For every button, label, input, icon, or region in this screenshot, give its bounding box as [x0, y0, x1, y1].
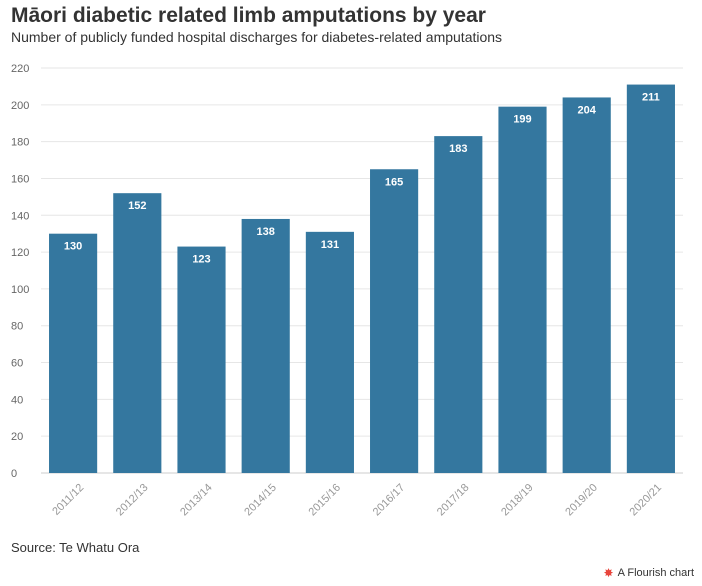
flourish-star-icon: ✸ [603, 566, 614, 580]
bar[interactable] [626, 84, 675, 474]
bar-value-label: 204 [578, 104, 597, 116]
chart-title: Māori diabetic related limb amputations … [11, 4, 486, 27]
bar[interactable] [562, 97, 611, 474]
x-tick-label: 2020/21 [628, 482, 665, 519]
y-tick-label: 160 [11, 173, 29, 185]
bar-value-label: 199 [513, 114, 531, 126]
y-tick-label: 80 [11, 321, 23, 333]
flourish-credit[interactable]: ✸ A Flourish chart [604, 567, 694, 579]
x-tick-label: 2014/15 [242, 482, 279, 519]
x-tick-label: 2016/17 [371, 482, 408, 519]
bar[interactable] [305, 231, 354, 473]
bar[interactable] [434, 136, 483, 473]
y-tick-label: 60 [11, 358, 23, 370]
bar[interactable] [241, 218, 290, 473]
source-note: Source: Te Whatu Ora [11, 540, 140, 555]
x-tick-label: 2012/13 [114, 482, 151, 519]
y-tick-label: 20 [11, 431, 23, 443]
bar-value-label: 130 [64, 241, 82, 253]
bars [49, 84, 675, 474]
x-tick-label: 2011/12 [50, 482, 86, 518]
x-tick-label: 2017/18 [435, 482, 472, 519]
x-tick-label: 2015/16 [307, 482, 344, 519]
bar-value-label: 131 [321, 239, 339, 251]
x-axis: 2011/12 2012/13 2013/14 2014/15 2015/16 2016/… [50, 482, 664, 519]
flourish-credit-label: A Flourish chart [617, 567, 694, 579]
y-axis: 0 20 40 60 80 100 120 140 160 180 200 220 [11, 63, 29, 480]
y-tick-label: 100 [11, 284, 29, 296]
y-tick-label: 140 [11, 210, 29, 222]
bar-value-label: 138 [257, 226, 275, 238]
y-tick-label: 180 [11, 137, 29, 149]
y-tick-label: 200 [11, 100, 29, 112]
bar-value-label: 165 [385, 176, 403, 188]
x-tick-label: 2018/19 [499, 482, 536, 519]
bar[interactable] [370, 169, 419, 473]
y-tick-label: 0 [11, 468, 17, 480]
bar-value-label: 183 [449, 143, 467, 155]
x-tick-label: 2013/14 [178, 482, 215, 519]
x-tick-label: 2019/20 [563, 482, 600, 519]
bar-value-label: 211 [642, 92, 660, 104]
bar[interactable] [498, 106, 547, 473]
y-tick-label: 220 [11, 63, 29, 75]
chart-subtitle: Number of publicly funded hospital disch… [11, 29, 503, 45]
y-tick-label: 40 [11, 394, 23, 406]
bar[interactable] [177, 246, 226, 473]
y-tick-label: 120 [11, 247, 29, 259]
data-labels: 130 152 123 138 131 165 183 199 204 211 [64, 92, 660, 266]
bar-value-label: 152 [128, 200, 146, 212]
bar[interactable] [49, 233, 98, 473]
bar-value-label: 123 [192, 254, 210, 266]
bar[interactable] [113, 193, 162, 473]
